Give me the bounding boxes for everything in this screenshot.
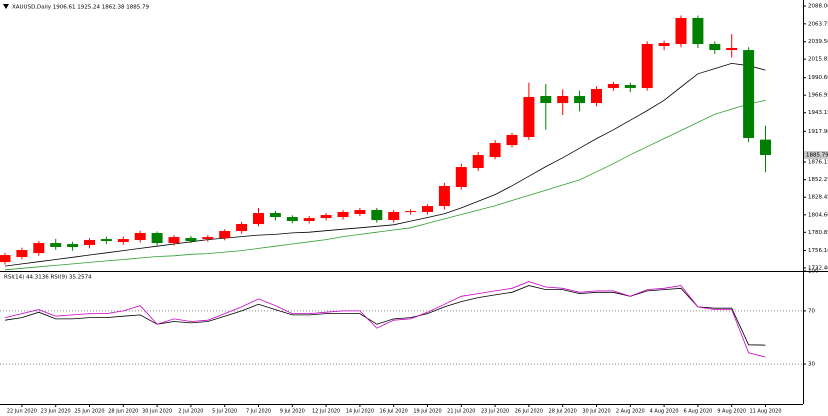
- candle-body: [134, 233, 146, 241]
- candle-body: [726, 47, 738, 51]
- x-tick-label: 9 Jul 2020: [280, 409, 305, 415]
- candle-body: [540, 96, 552, 104]
- x-tick-label: 23 Jul 2020: [481, 409, 509, 415]
- y-tick-label: 1876.15: [808, 160, 828, 166]
- candle-body: [422, 206, 433, 213]
- candle-body: [286, 217, 298, 221]
- moving-average-line: [4, 99, 766, 271]
- candle-body: [253, 213, 264, 225]
- candle-body: [320, 215, 332, 219]
- candle-body: [607, 84, 619, 88]
- candle-body: [388, 212, 400, 221]
- y-tick-label: 70: [808, 308, 815, 314]
- x-tick-label: 25 Jun 2020: [74, 409, 104, 415]
- candle-body: [743, 50, 755, 139]
- candle-body: [760, 139, 771, 155]
- y-tick-label: 100: [808, 269, 819, 275]
- candle-body: [692, 17, 704, 44]
- candle-body: [151, 233, 163, 244]
- x-tick-label: 30 Jul 2020: [582, 409, 610, 415]
- y-tick-label: 1828.45: [808, 195, 828, 201]
- y-tick-label: 1732.40: [808, 266, 828, 272]
- candle-body: [405, 211, 417, 213]
- x-tick-label: 4 Aug 2020: [650, 409, 679, 415]
- x-tick-label: 22 Jun 2020: [7, 409, 37, 415]
- y-tick-label: 1804.60: [808, 212, 828, 218]
- x-tick-label: 21 Jul 2020: [447, 409, 475, 415]
- candle-body: [658, 43, 670, 46]
- y-tick-label: 1966.95: [808, 93, 828, 99]
- x-tick-label: 7 Jul 2020: [246, 409, 271, 415]
- candle-body: [624, 85, 636, 88]
- y-tick-label: 1780.85: [808, 230, 828, 236]
- candle-body: [709, 43, 721, 51]
- y-tick-label: 30: [808, 362, 815, 368]
- x-tick-label: 28 Jul 2020: [549, 409, 577, 415]
- candle-body: [472, 155, 484, 169]
- x-tick-label: 6 Aug 2020: [683, 409, 712, 415]
- x-tick-label: 28 Jun 2020: [108, 409, 138, 415]
- chart-header: XAUUSD,Daily 1906.61 1925.24 1862.38 188…: [12, 5, 149, 11]
- candle-body: [50, 243, 62, 248]
- x-tick-label: 12 Jul 2020: [312, 409, 340, 415]
- candle-body: [641, 43, 653, 88]
- candle-body: [117, 239, 129, 242]
- y-tick-label: 2015.85: [808, 57, 828, 63]
- x-tick-label: 9 Aug 2020: [717, 409, 746, 415]
- x-tick-label: 26 Jul 2020: [515, 409, 543, 415]
- candle-body: [0, 255, 11, 263]
- y-tick-label: 1943.15: [808, 110, 828, 116]
- menu-arrow-icon[interactable]: [3, 4, 9, 9]
- y-tick-label: 1917.90: [808, 129, 828, 135]
- rsi-line: [4, 281, 766, 358]
- candle-body: [236, 224, 248, 232]
- candle-body: [455, 167, 467, 188]
- x-tick-label: 5 Jul 2020: [212, 409, 237, 415]
- candle-body: [269, 213, 281, 218]
- candle-body: [557, 96, 569, 104]
- candle-body: [506, 135, 518, 146]
- rsi-line: [4, 285, 766, 346]
- candle-body: [202, 237, 214, 240]
- x-tick-label: 11 Aug 2020: [749, 409, 781, 415]
- candle-body: [523, 96, 535, 137]
- y-tick-label: 1852.25: [808, 177, 828, 183]
- candle-body: [371, 210, 383, 221]
- candle-body: [185, 238, 197, 242]
- candle-body: [168, 237, 180, 244]
- y-tick-label: 2063.75: [808, 21, 828, 27]
- candle-body: [16, 250, 28, 258]
- y-tick-label: 1756.10: [808, 248, 828, 254]
- x-tick-label: 2 Aug 2020: [616, 409, 645, 415]
- candle-body: [337, 212, 349, 218]
- candle-body: [100, 239, 112, 242]
- y-tick-label: 1990.60: [808, 75, 828, 81]
- x-tick-label: 23 Jun 2020: [41, 409, 71, 415]
- candle-body: [354, 210, 366, 214]
- candle-body: [574, 96, 586, 104]
- candle-body: [219, 231, 231, 239]
- candle-body: [591, 89, 602, 104]
- x-tick-label: 16 Jul 2020: [380, 409, 408, 415]
- current-price-label: 1885.79: [806, 152, 828, 158]
- candle-body: [438, 185, 450, 207]
- y-tick-label: 2088.00: [808, 3, 828, 9]
- y-tick-label: 2039.50: [808, 39, 828, 45]
- x-tick-label: 19 Jul 2020: [413, 409, 441, 415]
- moving-average-line: [4, 62, 766, 267]
- candle-body: [84, 240, 95, 246]
- x-tick-label: 30 Jun 2020: [142, 409, 172, 415]
- candle-body: [303, 218, 315, 221]
- x-tick-label: 14 Jul 2020: [346, 409, 374, 415]
- candle-body: [67, 244, 79, 248]
- candle-body: [675, 17, 687, 44]
- candle-body: [489, 143, 501, 158]
- rsi-header: RSI(14) 44.3136 RSI(9) 35.2574: [4, 275, 92, 281]
- current-price-box: [804, 150, 828, 159]
- candle-body: [33, 243, 45, 254]
- x-tick-label: 2 Jul 2020: [178, 409, 203, 415]
